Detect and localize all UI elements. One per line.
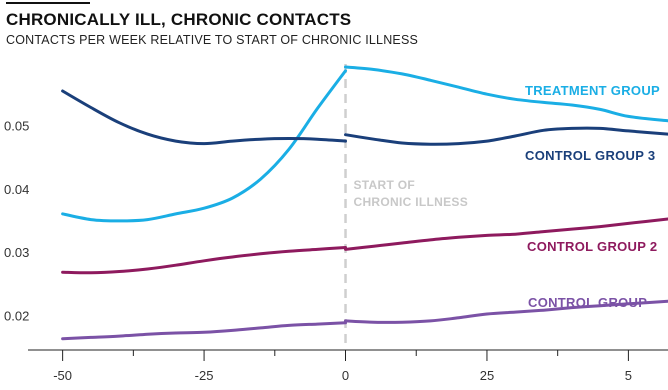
control-group-line-after: [344, 299, 668, 324]
x-tick-label: 25: [480, 368, 494, 383]
control-group-3-line-after: [344, 126, 668, 146]
title-rule: [6, 2, 90, 4]
control-group-2-line-after: [344, 217, 668, 251]
plot-area: START OF CHRONIC ILLNESS TREATMENT GROUP…: [4, 64, 668, 383]
control-group-3-label: CONTROL GROUP 3: [525, 148, 655, 163]
control-group-2-label: CONTROL GROUP 2: [527, 239, 657, 254]
control-group-line-before: [61, 321, 347, 341]
control-group-2-line-before: [61, 246, 347, 275]
series-layer: TREATMENT GROUP CONTROL GROUP 3 CONTROL GR…: [61, 65, 668, 341]
chart-title: CHRONICALLY ILL, CHRONIC CONTACTS: [6, 10, 351, 29]
x-tick-label: 5: [625, 368, 632, 383]
control-group-label: CONTROL GROUP: [528, 295, 647, 310]
y-tick-label: 0.02: [4, 309, 29, 324]
start-of-illness-label-line2: CHRONIC ILLNESS: [354, 195, 469, 209]
control-group-3-line-before: [61, 89, 347, 146]
treatment-group-line-after: [344, 65, 668, 123]
y-tick-label: 0.03: [4, 245, 29, 260]
y-tick-label: 0.05: [4, 119, 29, 134]
axes-layer: -50 -25 0 25 5 0.02 0.03 0.04 0.05: [4, 119, 668, 383]
x-tick-label: 0: [342, 368, 349, 383]
start-of-illness-label-line1: START OF: [354, 178, 416, 192]
y-tick-label: 0.04: [4, 182, 29, 197]
x-tick-label: -25: [195, 368, 214, 383]
treatment-group-line-before: [61, 69, 347, 223]
x-tick-label: -50: [53, 368, 72, 383]
chart-subtitle: CONTACTS PER WEEK RELATIVE TO START OF C…: [6, 33, 418, 47]
treatment-group-label: TREATMENT GROUP: [525, 83, 660, 98]
